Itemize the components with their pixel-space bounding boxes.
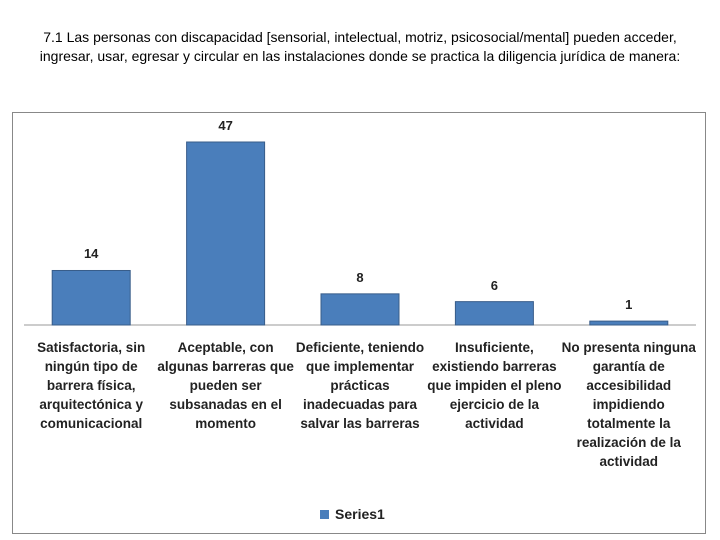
- x-tick-label: Satisfactoria, sin ningún tipo de barrer…: [37, 340, 146, 431]
- value-label: 6: [490, 277, 498, 293]
- bar: [186, 141, 266, 326]
- x-tick-label: No presenta ninguna garantía de accesibi…: [561, 340, 696, 469]
- x-tick-label: Insuficiente, existiendo barreras que im…: [427, 340, 562, 431]
- x-tick-label: Aceptable, con algunas barreras que pued…: [157, 340, 294, 431]
- legend-label: Series1: [335, 506, 385, 522]
- legend-swatch: [320, 509, 329, 519]
- chart-title: 7.1 Las personas con discapacidad [senso…: [39, 29, 681, 64]
- bar: [51, 269, 131, 326]
- bar: [454, 301, 534, 326]
- value-label: 47: [218, 118, 233, 133]
- x-tick-label: Deficiente, teniendo que implementar prá…: [295, 340, 425, 431]
- value-label: 1: [625, 297, 633, 313]
- bar: [320, 293, 400, 326]
- value-label: 8: [356, 269, 364, 285]
- legend: Series1: [320, 506, 385, 522]
- chart-frame: [12, 112, 706, 534]
- value-label: 14: [83, 246, 99, 262]
- bar: [589, 320, 669, 326]
